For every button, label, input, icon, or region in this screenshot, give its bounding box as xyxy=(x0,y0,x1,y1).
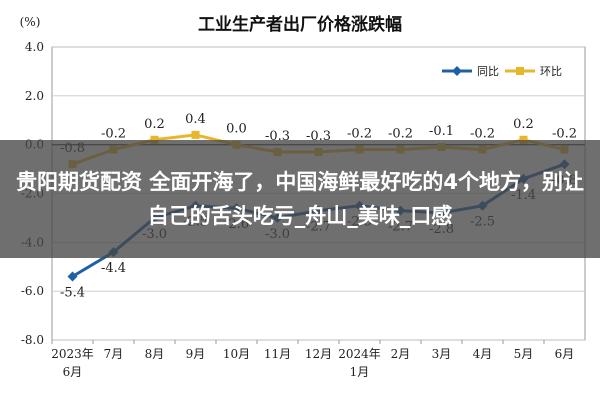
series-0-point-0 xyxy=(67,271,78,282)
y-axis-unit: (%) xyxy=(20,15,41,29)
series-1-point-3 xyxy=(191,130,200,139)
x-tick-label-7-0: 2024年 xyxy=(338,347,381,361)
x-tick-label-2-0: 8月 xyxy=(145,347,165,361)
x-tick-label-0-0: 2023年 xyxy=(51,347,94,361)
legend-label-1: 环比 xyxy=(540,65,562,78)
x-tick-label-4-0: 10月 xyxy=(223,347,250,361)
series-1-label-7: -0.2 xyxy=(347,127,372,142)
x-tick-label-10-0: 4月 xyxy=(473,347,493,361)
series-1-point-2 xyxy=(150,135,159,144)
series-1-point-11 xyxy=(519,135,528,144)
x-tick-label-1-0: 7月 xyxy=(104,347,124,361)
series-1-label-10: -0.2 xyxy=(470,127,495,142)
x-tick-label-9-0: 3月 xyxy=(432,347,452,361)
series-1-label-9: -0.1 xyxy=(429,124,454,139)
series-1-label-11: 0.2 xyxy=(513,117,534,132)
y-tick-label-1: 2.0 xyxy=(25,89,44,103)
series-1-label-1: -0.2 xyxy=(101,127,126,142)
y-tick-label-0: 4.0 xyxy=(25,40,44,54)
x-tick-label-11-0: 5月 xyxy=(514,347,534,361)
series-0-label-0: -5.4 xyxy=(60,286,85,301)
series-1-label-3: 0.4 xyxy=(185,112,206,127)
y-tick-label-5: -6.0 xyxy=(21,284,44,298)
y-tick-label-6: -8.0 xyxy=(21,333,44,347)
series-1-label-2: 0.2 xyxy=(144,117,165,132)
x-tick-label-0-1: 6月 xyxy=(63,365,83,379)
x-tick-label-7-1: 1月 xyxy=(350,365,370,379)
headline-text[interactable]: 贵阳期货配资 全面开海了，中国海鲜最好吃的4个地方，别让自己的舌头吃亏_舟山_美… xyxy=(16,170,584,228)
series-0-label-1: -4.4 xyxy=(101,261,126,276)
chart-title: 工业生产者出厂价格涨跌幅 xyxy=(198,14,402,35)
legend-label-0: 同比 xyxy=(477,65,499,78)
x-tick-label-12-0: 6月 xyxy=(555,347,575,361)
headline-banner[interactable]: 贵阳期货配资 全面开海了，中国海鲜最好吃的4个地方，别让自己的舌头吃亏_舟山_美… xyxy=(0,140,600,258)
x-tick-label-5-0: 11月 xyxy=(264,347,291,361)
series-1-label-4: 0.0 xyxy=(226,122,247,137)
x-tick-label-6-0: 12月 xyxy=(305,347,332,361)
x-tick-label-3-0: 9月 xyxy=(186,347,206,361)
x-tick-label-8-0: 2月 xyxy=(391,347,411,361)
series-1-label-12: -0.2 xyxy=(552,127,577,142)
series-1-label-8: -0.2 xyxy=(388,127,413,142)
legend-marker-1 xyxy=(516,67,524,75)
legend-marker-0 xyxy=(452,66,462,76)
